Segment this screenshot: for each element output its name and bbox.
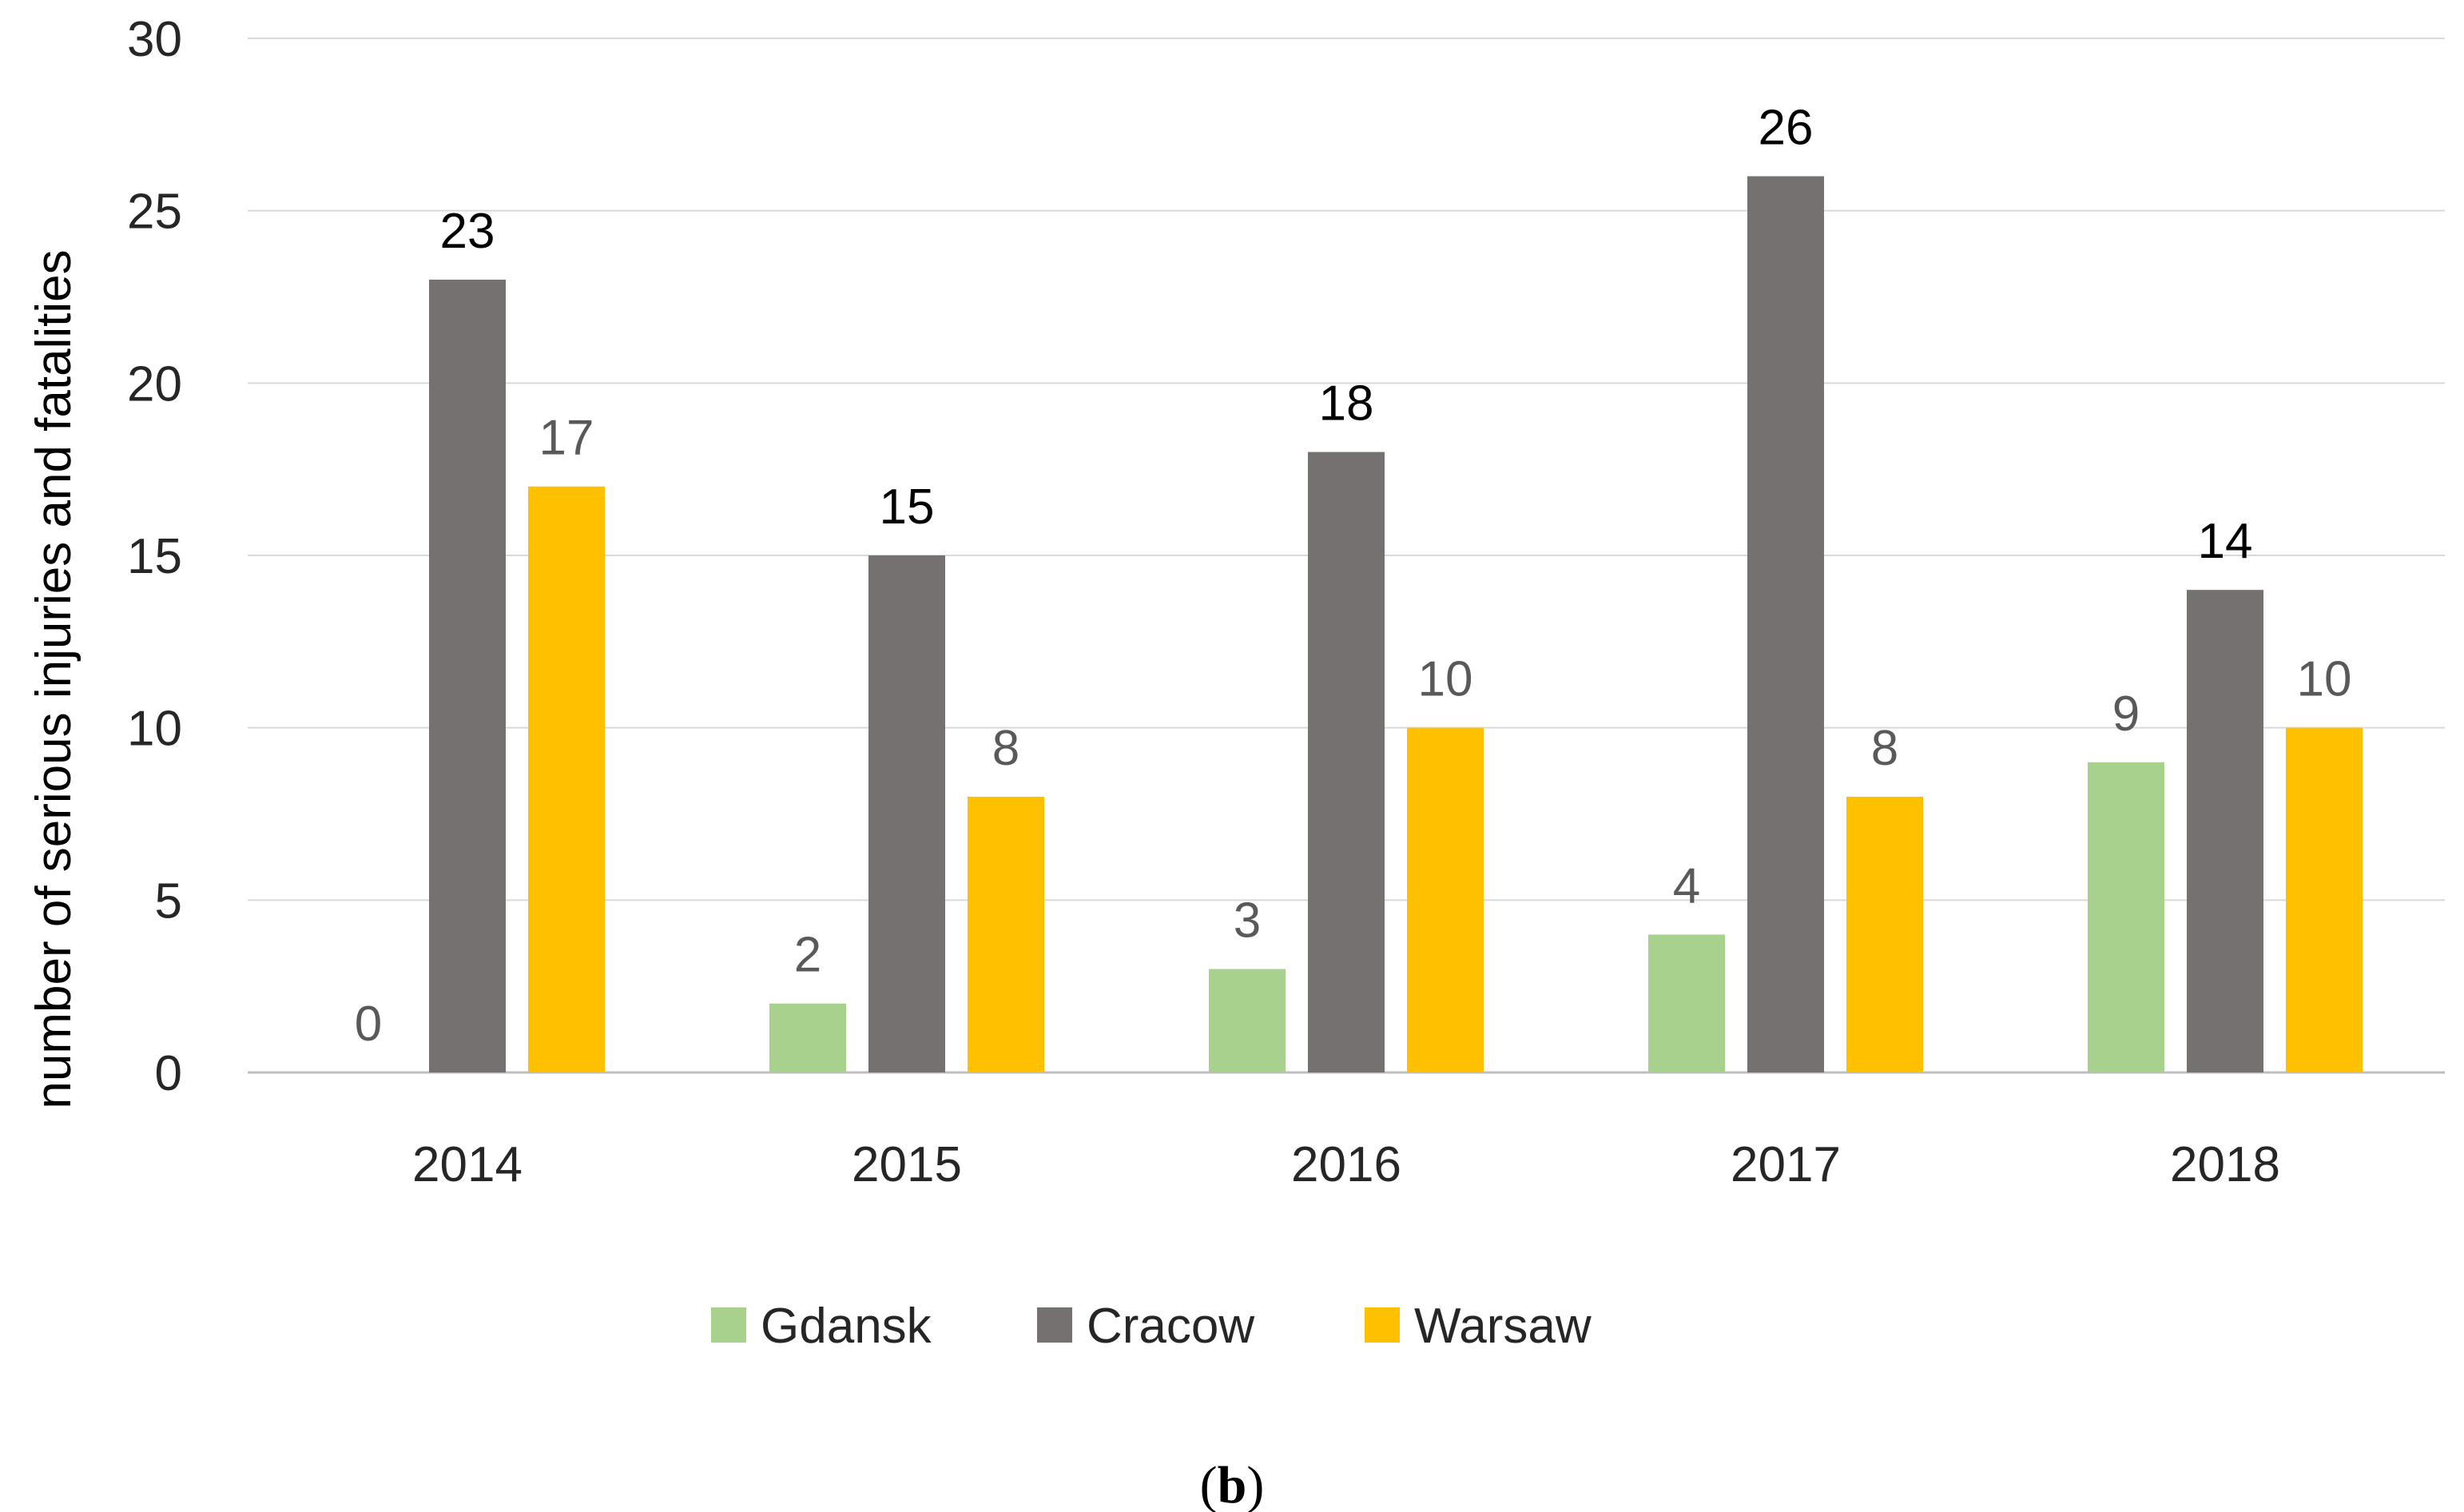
data-label-warsaw-2018: 10 bbox=[2297, 652, 2352, 707]
data-label-gdansk-2015: 2 bbox=[794, 928, 821, 983]
y-axis-ticks: 0 5 10 15 20 25 30 bbox=[127, 12, 182, 1101]
bar-warsaw-2017 bbox=[1846, 796, 1923, 1072]
data-label-gdansk-2016: 3 bbox=[1234, 893, 1261, 949]
bar-cracow-2017 bbox=[1747, 176, 1824, 1073]
data-label-gdansk-2017: 4 bbox=[1673, 858, 1700, 913]
legend-swatch-gdansk bbox=[711, 1307, 746, 1343]
x-tick-label: 2017 bbox=[1731, 1137, 1841, 1192]
data-label-cracow-2015: 15 bbox=[880, 479, 935, 535]
legend-label-warsaw: Warsaw bbox=[1414, 1299, 1592, 1354]
bars bbox=[429, 176, 2363, 1073]
legend-label-gdansk: Gdansk bbox=[761, 1299, 932, 1354]
caption-letter: b bbox=[1218, 1456, 1247, 1512]
bar-warsaw-2015 bbox=[968, 796, 1044, 1072]
y-tick-label: 20 bbox=[127, 356, 182, 412]
data-label-gdansk-2018: 9 bbox=[2112, 686, 2140, 742]
bar-cracow-2018 bbox=[2187, 590, 2263, 1072]
data-label-warsaw-2014: 17 bbox=[539, 411, 594, 466]
data-labels: 0 23 17 2 15 8 3 18 10 4 26 8 9 14 10 bbox=[355, 101, 2352, 1052]
gridlines bbox=[248, 38, 2445, 1074]
legend: Gdansk Cracow Warsaw bbox=[711, 1299, 1592, 1354]
data-label-gdansk-2014: 0 bbox=[355, 997, 382, 1052]
y-tick-label: 10 bbox=[127, 702, 182, 757]
bar-warsaw-2018 bbox=[2286, 727, 2363, 1072]
bar-cracow-2016 bbox=[1308, 452, 1385, 1072]
legend-swatch-warsaw bbox=[1365, 1307, 1400, 1343]
x-tick-label: 2014 bbox=[412, 1137, 523, 1192]
y-tick-label: 15 bbox=[127, 529, 182, 584]
caption-open-paren: ( bbox=[1200, 1456, 1218, 1512]
y-tick-label: 0 bbox=[155, 1046, 182, 1101]
bar-warsaw-2016 bbox=[1407, 727, 1484, 1072]
data-label-warsaw-2015: 8 bbox=[992, 721, 1019, 776]
data-label-warsaw-2017: 8 bbox=[1871, 721, 1898, 776]
data-label-cracow-2018: 14 bbox=[2198, 514, 2253, 569]
bar-warsaw-2014 bbox=[528, 486, 605, 1072]
bar-gdansk-2018 bbox=[2088, 762, 2164, 1072]
bar-gdansk-2016 bbox=[1209, 969, 1286, 1072]
x-tick-label: 2016 bbox=[1291, 1137, 1401, 1192]
x-tick-label: 2015 bbox=[852, 1137, 962, 1192]
data-label-cracow-2016: 18 bbox=[1319, 376, 1374, 432]
legend-label-cracow: Cracow bbox=[1087, 1299, 1254, 1354]
caption-close-paren: ) bbox=[1246, 1456, 1264, 1512]
y-tick-label: 5 bbox=[155, 873, 182, 929]
x-axis-ticks: 2014 2015 2016 2017 2018 bbox=[412, 1137, 2280, 1192]
x-tick-label: 2018 bbox=[2170, 1137, 2280, 1192]
bar-cracow-2015 bbox=[868, 555, 945, 1072]
figure-caption: (b) bbox=[1200, 1456, 1265, 1512]
bar-gdansk-2015 bbox=[769, 1003, 846, 1072]
bar-cracow-2014 bbox=[429, 279, 506, 1072]
y-tick-label: 30 bbox=[127, 12, 182, 67]
y-axis-label: number of serious injuries and fatalitie… bbox=[26, 249, 81, 1108]
data-label-cracow-2014: 23 bbox=[440, 204, 495, 259]
y-tick-label: 25 bbox=[127, 185, 182, 240]
legend-swatch-cracow bbox=[1037, 1307, 1072, 1343]
data-label-cracow-2017: 26 bbox=[1759, 101, 1814, 156]
data-label-warsaw-2016: 10 bbox=[1418, 652, 1473, 707]
bar-gdansk-2017 bbox=[1648, 934, 1725, 1072]
